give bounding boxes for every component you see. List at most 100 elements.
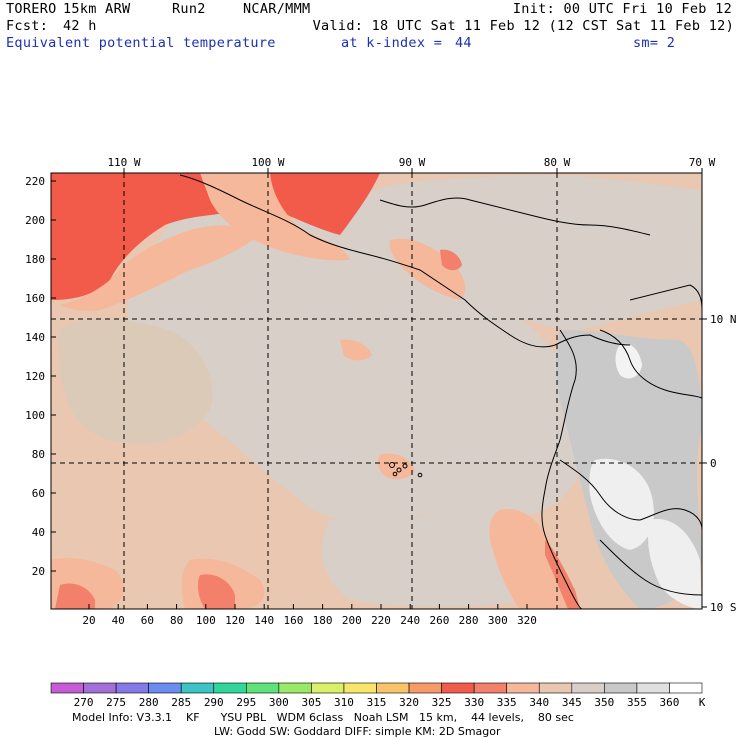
left-tick-label: 80 [32, 448, 45, 461]
smoothing-label: sm= 2 [633, 35, 676, 51]
warm-region-guatemala [389, 238, 466, 300]
colorbar: 270 275 280 285 290 295 300 305 310 315 320 325 330 3… [50, 682, 706, 709]
bottom-tick-label: 120 [225, 614, 245, 627]
bottom-tick-label: 160 [283, 614, 303, 627]
theta-e-field [51, 173, 702, 609]
level-label: at k-index = [341, 35, 443, 51]
colorbar-swatch [213, 682, 247, 694]
left-tick-label: 20 [32, 565, 45, 578]
colorbar-swatch [571, 682, 605, 694]
model-name: TORERO [6, 1, 57, 17]
colorbar-swatch [50, 682, 84, 694]
colorbar-swatch [473, 682, 507, 694]
graticule [51, 173, 702, 609]
colorbar-level-label: 290 [204, 696, 224, 709]
top-tick-label: 70 W [689, 156, 716, 169]
colorbar-level-label: 270 [74, 696, 94, 709]
light-patch-1 [589, 458, 654, 550]
hot-region-northwest [51, 173, 250, 300]
colorbar-level-label: 275 [106, 696, 126, 709]
field-name: Equivalent potential temperature [6, 35, 276, 51]
hot-patch-southwest [55, 583, 95, 609]
bottom-tick-label: 140 [254, 614, 274, 627]
hot-spot-guatemala [440, 249, 462, 271]
bottom-tick-label: 240 [400, 614, 420, 627]
colorbar-swatch [376, 682, 410, 694]
left-tick-label: 120 [25, 370, 45, 383]
left-tick-label: 60 [32, 487, 45, 500]
bottom-tick-label: 80 [170, 614, 183, 627]
colorbar-level-label: 345 [562, 696, 582, 709]
colorbar-swatch [604, 682, 638, 694]
forecast-label: Fcst: [6, 18, 49, 34]
colorbar-level-label: 285 [171, 696, 191, 709]
model-info-line: Model Info: V3.3.1 KF YSU PBL WDM 6class… [72, 711, 574, 724]
plot-frame [50, 172, 703, 610]
bottom-tick-label: 100 [196, 614, 216, 627]
light-patch-2 [648, 519, 702, 609]
colorbar-level-label: 305 [301, 696, 321, 709]
colorbar-swatch [669, 682, 703, 694]
colorbar-unit: K [699, 696, 706, 709]
colorbar-swatch [278, 682, 312, 694]
left-tick-label: 160 [25, 292, 45, 305]
colorbar-level-label: 315 [367, 696, 387, 709]
colorbar-swatch [506, 682, 540, 694]
left-tick-label: 100 [25, 409, 45, 422]
grey-region-north [336, 175, 702, 330]
colorbar-level-label: 310 [334, 696, 354, 709]
bottom-tick-label: 300 [488, 614, 508, 627]
coastlines [179, 174, 703, 610]
colorbar-swatch [83, 682, 117, 694]
bottom-tick-label: 40 [112, 614, 125, 627]
colorbar-swatch [408, 682, 442, 694]
hot-region-mexico [270, 173, 380, 235]
colorbar-level-label: 350 [594, 696, 614, 709]
colorbar-level-label: 320 [399, 696, 419, 709]
warm-patch-central [340, 339, 372, 361]
warm-fringe-northwest [60, 225, 260, 311]
bottom-tick-label: 20 [82, 614, 95, 627]
bottom-tick-label: 320 [517, 614, 537, 627]
bottom-tick-label: 200 [342, 614, 362, 627]
left-tick-label: 200 [25, 214, 45, 227]
top-tick-label: 100 W [251, 156, 284, 169]
warm-patch-galapagos [377, 453, 415, 480]
colorbar-swatch [538, 682, 573, 694]
colorbar-level-label: 330 [464, 696, 484, 709]
model-physics-line: LW: Godd SW: Goddard DIFF: simple KM: 2D… [214, 725, 501, 738]
colorbar-level-label: 355 [627, 696, 647, 709]
right-tick-label: 10 N [710, 313, 737, 326]
level-value: 44 [455, 35, 472, 51]
colorbar-swatch [441, 682, 475, 694]
colorbar-swatch [343, 682, 377, 694]
left-tick-label: 180 [25, 253, 45, 266]
colorbar-level-label: 340 [529, 696, 549, 709]
bottom-tick-label: 280 [459, 614, 479, 627]
warm-region-mexico [200, 173, 350, 261]
colorbar-swatch [115, 682, 149, 694]
colorbar-swatch [148, 682, 182, 694]
colorbar-level-label: 280 [139, 696, 159, 709]
colorbar-level-label: 360 [660, 696, 680, 709]
model-resolution: 15km ARW [63, 1, 131, 17]
colorbar-swatch [180, 682, 215, 694]
org-label: NCAR/MMM [243, 1, 311, 17]
forecast-hours: 42 h [63, 18, 97, 34]
left-tick-label: 140 [25, 331, 45, 344]
colorbar-level-label: 325 [432, 696, 452, 709]
bottom-tick-label: 60 [141, 614, 154, 627]
right-tick-label: 10 S [710, 601, 737, 614]
left-tick-label: 40 [32, 526, 45, 539]
colorbar-level-label: 295 [236, 696, 256, 709]
tick-labels: 110 W 100 W 90 W 80 W 70 W 10 N 0 10 S 220 200 180… [25, 156, 736, 627]
bottom-tick-label: 220 [371, 614, 391, 627]
bottom-tick-label: 180 [313, 614, 333, 627]
peru-warm-strip [489, 509, 580, 609]
valid-time: Valid: 18 UTC Sat 11 Feb 12 (12 CST Sat … [312, 18, 734, 34]
hot-patch-south [197, 574, 235, 609]
colorbar-swatch [246, 682, 280, 694]
grey-region-west [59, 318, 213, 444]
top-tick-label: 110 W [107, 156, 140, 169]
grey-region-south [321, 515, 528, 607]
